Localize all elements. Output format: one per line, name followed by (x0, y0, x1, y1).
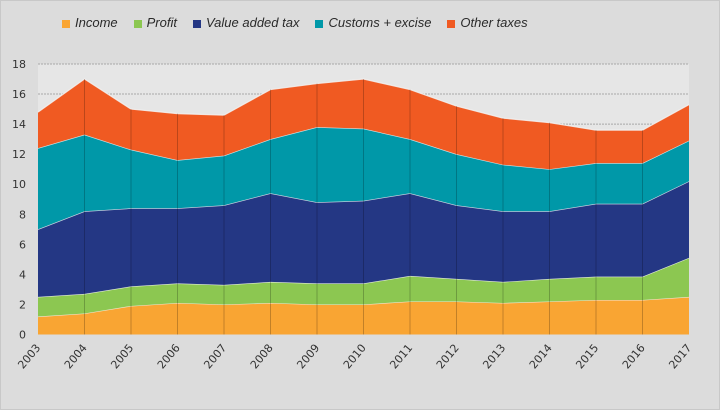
x-tick-label-2005: 2005 (108, 342, 136, 372)
legend-swatch-customs (315, 19, 324, 28)
legend-swatch-income (62, 19, 70, 28)
legend-label-customs: Customs + excise (328, 14, 432, 30)
y-tick-label-8: 8 (19, 208, 26, 221)
legend-label-income: Income (75, 14, 118, 30)
x-tick-label-2009: 2009 (294, 342, 322, 372)
y-tick-label-12: 12 (12, 148, 26, 161)
x-tick-label-2014: 2014 (527, 342, 555, 372)
x-tick-label-2004: 2004 (62, 342, 90, 372)
legend-item-other: Other taxes (447, 14, 528, 30)
legend-item-income: Income (62, 15, 118, 30)
x-tick-label-2003: 2003 (15, 342, 43, 372)
x-tick-label-2006: 2006 (155, 342, 183, 372)
y-tick-label-14: 14 (12, 118, 26, 131)
x-tick-label-2012: 2012 (434, 342, 462, 372)
x-tick-label-2016: 2016 (620, 342, 648, 372)
x-tick-label-2008: 2008 (248, 342, 276, 372)
area-series-value-added-tax (38, 181, 689, 297)
x-tick-label-2015: 2015 (573, 342, 601, 372)
legend-swatch-other (447, 19, 456, 28)
legend-item-vat: Value added tax (192, 14, 300, 30)
y-tick-label-18: 18 (12, 58, 26, 71)
legend-label-vat: Value added tax (205, 14, 300, 30)
chart-legend: Income Profit Value added tax Customs + … (62, 12, 544, 32)
legend-label-other: Other taxes (460, 14, 528, 30)
area-series-profit (38, 257, 689, 317)
legend-item-profit: Profit (133, 14, 177, 30)
x-tick-label-2010: 2010 (341, 342, 369, 372)
y-tick-label-4: 4 (19, 268, 26, 281)
legend-item-customs: Customs + excise (315, 15, 431, 30)
legend-swatch-profit (133, 19, 142, 28)
y-tick-label-10: 10 (12, 178, 26, 191)
y-tick-label-16: 16 (12, 88, 26, 101)
area-series-income (38, 296, 689, 335)
legend-label-profit: Profit (146, 14, 177, 30)
y-tick-label-0: 0 (19, 329, 26, 342)
legend-swatch-vat (192, 19, 201, 28)
x-tick-label-2007: 2007 (201, 342, 229, 372)
x-tick-label-2011: 2011 (387, 342, 415, 372)
y-tick-label-2: 2 (19, 298, 26, 311)
y-tick-label-6: 6 (19, 238, 26, 251)
x-tick-label-2017: 2017 (666, 342, 694, 372)
area-series-customs-excise (38, 127, 689, 230)
area-series-other-taxes (38, 79, 689, 170)
x-tick-label-2013: 2013 (480, 342, 508, 372)
